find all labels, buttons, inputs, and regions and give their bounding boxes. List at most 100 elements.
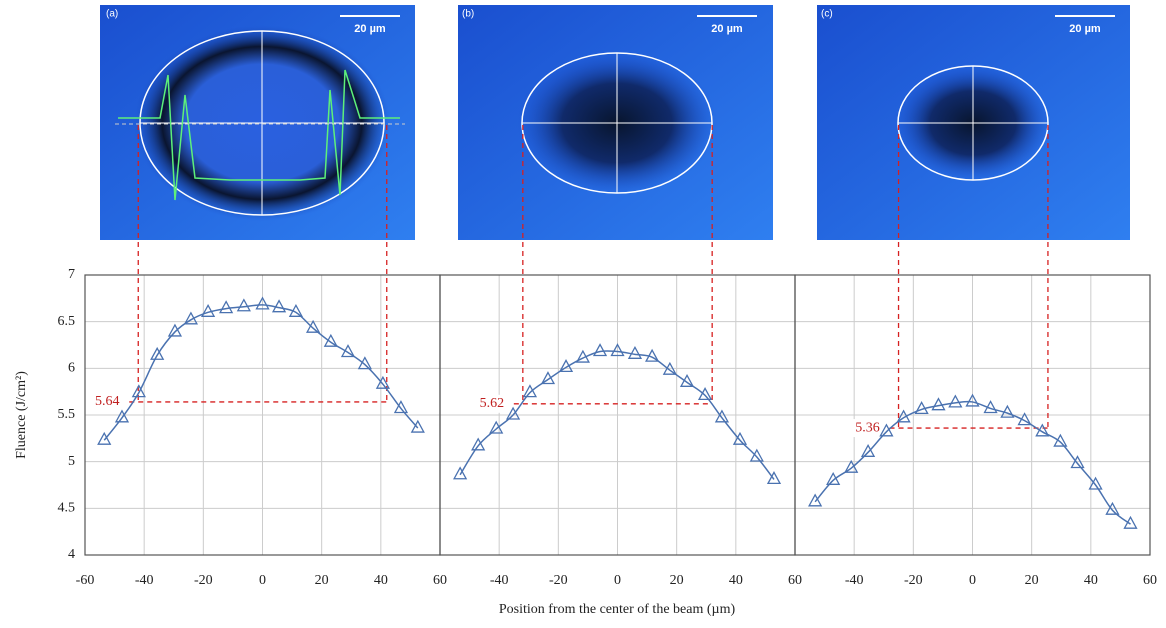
data-marker: [1053, 433, 1068, 447]
threshold-label-bg: [848, 419, 887, 438]
data-marker: [393, 400, 409, 414]
data-marker: [167, 323, 183, 337]
x-tick-label: 40: [374, 573, 388, 588]
data-marker: [879, 423, 894, 437]
data-marker: [1123, 515, 1138, 529]
scale-bar-label: 20 µm: [711, 23, 743, 35]
data-marker: [1070, 455, 1085, 469]
x-tick-label: 60: [433, 573, 447, 588]
data-marker: [860, 443, 876, 457]
y-tick-label: 6.5: [58, 314, 76, 329]
data-marker: [645, 348, 660, 362]
y-tick-label: 4: [68, 547, 75, 562]
data-marker: [1017, 412, 1032, 426]
data-marker: [732, 431, 748, 445]
data-marker: [558, 359, 574, 373]
x-tick-label: 60: [788, 573, 802, 588]
y-tick-label: 6: [68, 361, 75, 376]
data-marker: [627, 345, 643, 359]
x-tick-label: -20: [194, 573, 213, 588]
data-marker: [522, 384, 538, 398]
fit-line: [459, 350, 775, 480]
data-marker: [97, 431, 112, 445]
data-marker: [236, 298, 251, 312]
scale-bar-label: 20 µm: [1069, 23, 1101, 35]
data-marker: [766, 471, 782, 485]
data-marker: [844, 459, 859, 473]
x-tick-label: -20: [549, 573, 568, 588]
data-marker: [471, 437, 486, 451]
threshold-label-bg: [88, 392, 127, 411]
data-marker: [131, 384, 146, 398]
image-b: (b) 20 µm: [458, 5, 773, 240]
x-tick-label: 20: [670, 573, 684, 588]
data-marker: [575, 349, 590, 363]
data-marker: [1000, 404, 1015, 418]
x-tick-label: 60: [1143, 573, 1157, 588]
y-tick-label: 5: [68, 454, 75, 469]
data-marker: [808, 493, 823, 507]
data-marker: [271, 299, 287, 313]
x-tick-label: 0: [969, 573, 976, 588]
data-marker: [714, 409, 730, 423]
data-marker: [323, 333, 338, 347]
x-tick-label: -20: [904, 573, 923, 588]
data-marker: [749, 448, 764, 462]
data-marker: [826, 471, 841, 485]
data-marker: [540, 371, 556, 385]
fit-line: [814, 400, 1131, 525]
x-tick-label: -40: [845, 573, 864, 588]
data-marker: [410, 419, 425, 433]
data-marker: [592, 343, 608, 357]
data-marker: [610, 343, 625, 357]
data-marker: [931, 397, 946, 411]
image-a: (a) 20 µm: [100, 5, 415, 240]
y-axis-title: Fluence (J/cm²): [14, 371, 29, 459]
data-marker: [453, 466, 468, 480]
data-marker: [896, 409, 911, 423]
data-marker: [114, 409, 130, 423]
data-marker: [357, 356, 372, 370]
fit-line: [103, 304, 419, 441]
data-marker: [305, 319, 321, 333]
threshold-label: 5.36: [855, 420, 880, 435]
image-label: (c): [821, 9, 833, 20]
x-tick-label: 40: [1084, 573, 1098, 588]
x-tick-label: 20: [315, 573, 329, 588]
x-tick-label: 0: [614, 573, 621, 588]
x-tick-label: 0: [259, 573, 266, 588]
data-marker: [219, 300, 234, 314]
data-marker: [200, 303, 216, 317]
image-c: (c) 20 µm: [817, 5, 1130, 240]
panel-frame: [794, 274, 1151, 556]
data-marker: [288, 303, 304, 317]
x-axis-title: Position from the center of the beam (µm…: [499, 602, 736, 617]
data-marker: [948, 394, 963, 408]
threshold-label: 5.64: [95, 394, 120, 409]
x-tick-label: 40: [729, 573, 743, 588]
data-marker: [1035, 423, 1050, 437]
data-marker: [1105, 501, 1120, 515]
y-tick-label: 7: [68, 267, 75, 282]
data-marker: [183, 311, 199, 325]
data-marker: [375, 375, 390, 389]
threshold-label-bg: [472, 394, 511, 413]
data-marker: [697, 387, 713, 401]
data-marker: [679, 373, 695, 387]
data-marker: [505, 406, 521, 420]
x-tick-label: -40: [135, 573, 154, 588]
threshold-label: 5.62: [480, 396, 505, 411]
data-marker: [965, 393, 980, 407]
data-marker: [489, 420, 504, 434]
data-marker: [662, 361, 677, 375]
data-marker: [1088, 476, 1103, 490]
x-tick-label: 20: [1025, 573, 1039, 588]
data-marker: [914, 401, 929, 415]
y-tick-label: 4.5: [58, 501, 76, 516]
data-marker: [340, 344, 356, 358]
data-marker: [255, 296, 270, 310]
y-tick-label: 5.5: [58, 407, 76, 422]
image-label: (a): [106, 9, 118, 20]
data-marker: [150, 346, 165, 360]
